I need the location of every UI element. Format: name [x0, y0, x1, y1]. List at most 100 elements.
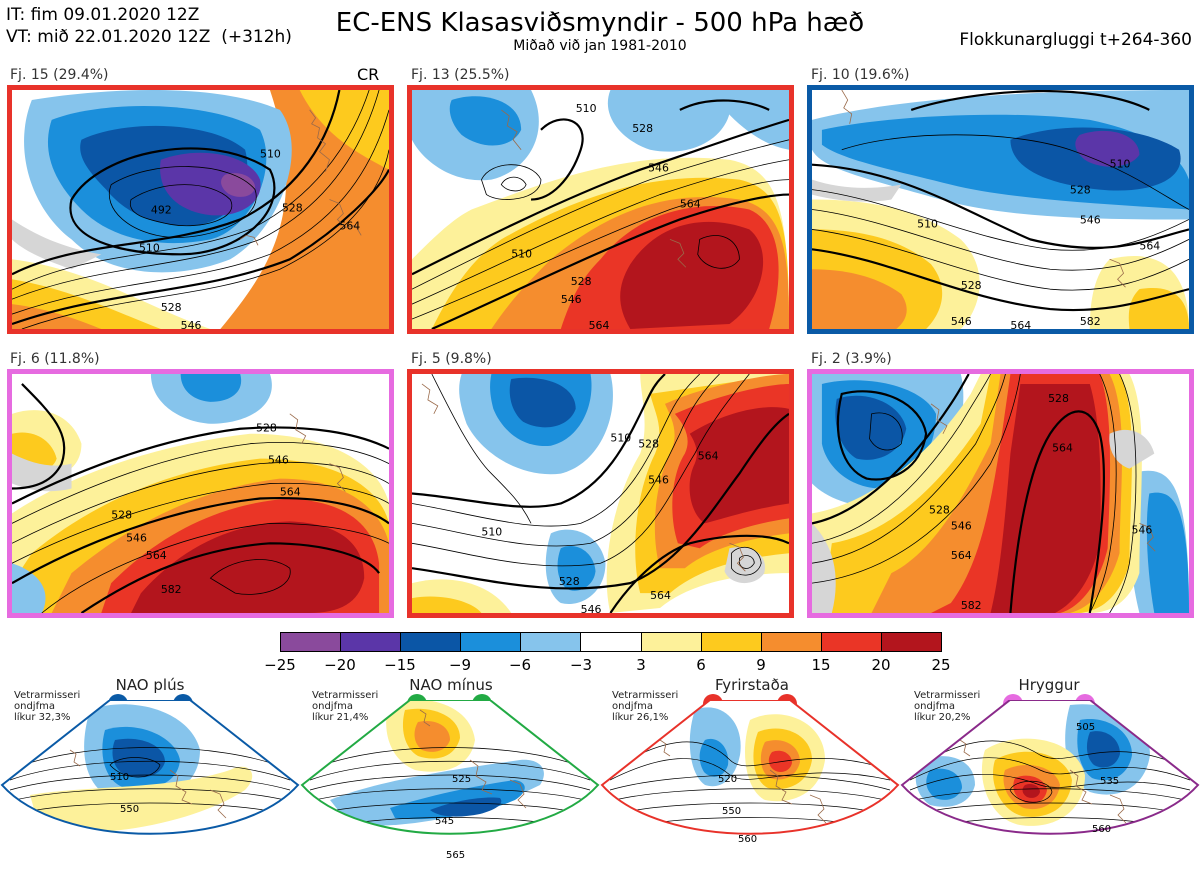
cluster-map-2: 510 510 528 528 546 546 564 564	[407, 85, 794, 334]
contour-label: 546	[951, 315, 972, 328]
cluster-map-1-graphic: 492 510 510 528 528 546 564	[12, 90, 389, 329]
cluster-map-3-graphic: 510 510 528 528 546 546 564 564 582	[812, 90, 1189, 329]
contour-label: 546	[648, 474, 669, 487]
colorbar-tick: 6	[696, 656, 706, 674]
contour-label: 546	[561, 293, 582, 306]
contour-label: 528	[559, 575, 580, 588]
regime-contour-label: 560	[1092, 824, 1111, 835]
regime-contour-label: 520	[718, 774, 737, 785]
contour-label: 528	[638, 438, 659, 451]
contour-label: 546	[181, 319, 202, 329]
contour-label: 582	[161, 583, 182, 596]
colorbar-tick: 20	[871, 656, 891, 674]
contour-label: 528	[1048, 392, 1069, 405]
cluster-map-2-graphic: 510 510 528 528 546 546 564 564	[412, 90, 789, 329]
contour-label: 510	[610, 432, 631, 445]
colorbar-tick: −6	[508, 656, 532, 674]
contour-label: 528	[161, 301, 182, 314]
contour-label: 528	[256, 422, 277, 435]
contour-label: 546	[1080, 213, 1101, 226]
colorbar-swatch	[401, 633, 462, 651]
colorbar-tick: 3	[636, 656, 646, 674]
panel-4-label: Fj. 6 (11.8%)	[10, 351, 100, 367]
valid-time: VT: mið 22.01.2020 12Z (+312h)	[6, 27, 292, 47]
contour-label: 582	[1080, 315, 1101, 328]
contour-label: 564	[1139, 239, 1160, 252]
contour-label: 510	[1110, 158, 1131, 171]
regime-4-map: 505 535 560	[900, 700, 1200, 835]
contour-label: 564	[280, 485, 301, 498]
cluster-map-5: 510 510 528 528 546 546 564 564	[407, 369, 794, 618]
colorbar-tick: −20	[324, 656, 356, 674]
colorbar-tick: 25	[931, 656, 951, 674]
cluster-map-6-graphic: 528 528 546 564 564 582 546	[812, 374, 1189, 613]
contour-label: 510	[576, 102, 597, 115]
regime-1-map: 510 550	[0, 700, 300, 835]
panel-1-label: Fj. 15 (29.4%)	[10, 67, 109, 83]
contour-label: 546	[1131, 523, 1152, 536]
colorbar-swatch	[581, 633, 642, 651]
colorbar-tick: −3	[569, 656, 593, 674]
regime-2-map: 525 545 565	[300, 700, 600, 861]
contour-label: 564	[1010, 319, 1031, 329]
regime-contour-label: 505	[1076, 722, 1095, 733]
cluster-map-3: 510 510 528 528 546 546 564 564 582	[807, 85, 1194, 334]
contour-label: 546	[951, 519, 972, 532]
contour-label: 528	[282, 201, 303, 214]
regime-2-note: Vetrarmisseri ondjfma líkur 21,4%	[312, 690, 379, 723]
issue-time: IT: fim 09.01.2020 12Z	[6, 5, 200, 25]
regime-contour-label: 535	[1100, 776, 1119, 787]
contour-label: 528	[632, 122, 653, 135]
cluster-map-6: 528 528 546 564 564 582 546	[807, 369, 1194, 618]
contour-label: 546	[648, 162, 669, 175]
contour-label: 564	[339, 219, 360, 232]
page-title: EC-ENS Klasasviðsmyndir - 500 hPa hæð	[335, 8, 865, 38]
regime-4-title: Hryggur	[1018, 676, 1080, 694]
panel-6-label: Fj. 2 (3.9%)	[811, 351, 892, 367]
contour-label: 546	[126, 531, 147, 544]
contour-label: 492	[151, 203, 172, 216]
contour-label: 528	[111, 508, 132, 521]
contour-label: 528	[1070, 184, 1091, 197]
colorbar-swatch	[641, 633, 702, 651]
colorbar-swatch	[341, 633, 402, 651]
colorbar-swatch	[461, 633, 522, 651]
regime-contour-label: 565	[446, 850, 465, 861]
contour-label: 564	[698, 450, 719, 463]
regime-4-note: Vetrarmisseri ondjfma líkur 20,2%	[914, 690, 981, 723]
regime-1-title: NAO plús	[115, 676, 185, 694]
classification-window: Flokkunargluggi t+264-360	[959, 30, 1192, 50]
contour-label: 564	[589, 319, 610, 329]
colorbar-tick: −15	[384, 656, 416, 674]
regime-2-title: NAO mínus	[409, 676, 493, 694]
colorbar-swatch	[881, 633, 942, 651]
contour-label: 528	[929, 503, 950, 516]
contour-label: 546	[581, 603, 602, 613]
colorbar-tick: 15	[811, 656, 831, 674]
contour-label: 528	[571, 275, 592, 288]
colorbar-swatch	[821, 633, 882, 651]
contour-label: 564	[650, 589, 671, 602]
regime-3-map: 520 550 560	[600, 700, 900, 845]
regime-contour-label: 550	[120, 804, 139, 815]
header-times: IT: fim 09.01.2020 12Z VT: mið 22.01.202…	[6, 4, 292, 48]
contour-label: 582	[961, 599, 982, 612]
page-subtitle: Miðað við jan 1981-2010	[513, 38, 687, 54]
regime-3-title: Fyrirstaða	[715, 676, 789, 694]
panel-5-label: Fj. 5 (9.8%)	[411, 351, 492, 367]
contour-label: 546	[268, 454, 289, 467]
colorbar-tick: −9	[448, 656, 472, 674]
contour-label: 510	[139, 241, 160, 254]
panel-2-label: Fj. 13 (25.5%)	[411, 67, 510, 83]
regime-1-note: Vetrarmisseri ondjfma líkur 32,3%	[14, 690, 81, 723]
regime-contour-label: 510	[110, 772, 129, 783]
colorbar-swatch	[701, 633, 762, 651]
contour-label: 510	[917, 217, 938, 230]
cluster-map-4-graphic: 528 528 546 546 564 564 582	[12, 374, 389, 613]
cluster-map-5-graphic: 510 510 528 528 546 546 564 564	[412, 374, 789, 613]
regime-contour-label: 545	[435, 816, 454, 827]
regime-contour-label: 525	[452, 774, 471, 785]
cluster-map-4: 528 528 546 546 564 564 582	[7, 369, 394, 618]
contour-label: 564	[951, 549, 972, 562]
contour-label: 510	[511, 247, 532, 260]
